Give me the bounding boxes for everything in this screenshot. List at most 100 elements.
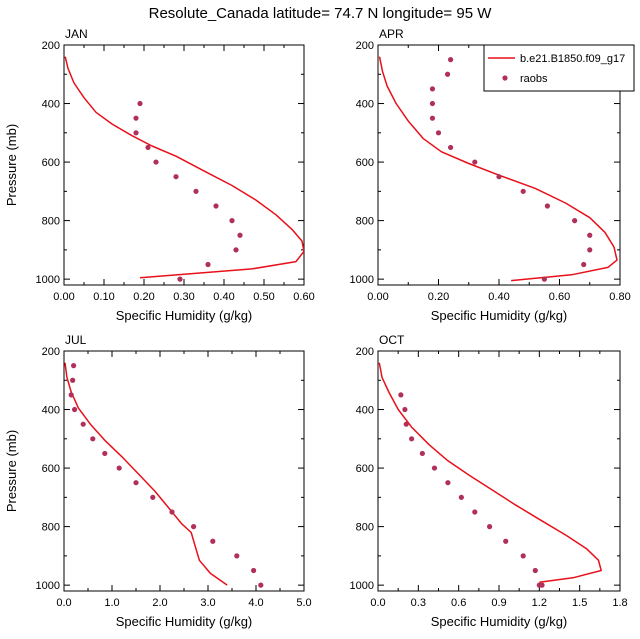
obs-point <box>205 261 211 268</box>
obs-point <box>520 188 526 194</box>
x-tick-label: 0.3 <box>411 597 426 609</box>
obs-point <box>445 480 451 486</box>
obs-point <box>173 174 179 180</box>
obs-point <box>435 130 442 136</box>
panel-title: APR <box>379 27 404 41</box>
panel-oct: OCT 0.0 0.3 0.6 0.9 1.2 1.5 1.8 200 400 600 800 1000… <box>350 333 628 629</box>
model-series-line <box>378 56 618 282</box>
legend-obs-label: raobs <box>520 73 548 85</box>
panel-title: JUL <box>65 333 87 347</box>
panel-title: JAN <box>65 27 88 41</box>
x-tick-label: 0.60 <box>549 291 570 303</box>
obs-point <box>133 115 139 121</box>
x-tick-label: 1.5 <box>572 597 587 609</box>
legend-model-label: b.e21.B1850.f09_g17 <box>520 53 625 65</box>
x-axis-label: Specific Humidity (g/kg) <box>431 614 568 629</box>
x-tick-label: 0.50 <box>253 291 274 303</box>
obs-point <box>448 144 454 151</box>
obs-point <box>137 100 143 107</box>
x-tick-label: 0.00 <box>367 291 388 303</box>
obs-point <box>581 261 587 268</box>
obs-point <box>472 159 478 165</box>
obs-point <box>503 538 509 544</box>
obs-point <box>251 567 257 574</box>
y-tick-label: 1000 <box>36 580 60 592</box>
x-tick-label: 1.8 <box>612 597 627 609</box>
obs-point <box>429 115 436 121</box>
obs-point <box>544 203 551 209</box>
y-tick-label: 1000 <box>36 274 60 286</box>
plot-frame <box>63 350 305 592</box>
panel-apr: APR 0.00 0.20 0.40 0.60 0.80 200 400 600 800 1000 S… <box>350 27 635 323</box>
x-tick-label: 4.0 <box>248 597 263 609</box>
obs-point <box>486 524 493 530</box>
obs-point <box>532 567 538 574</box>
obs-point <box>403 421 409 427</box>
x-tick-label: 0.0 <box>370 597 385 609</box>
x-tick-label: 0.80 <box>609 291 630 303</box>
model-series-line <box>64 362 228 586</box>
figure-title: Resolute_Canada latitude= 74.7 N longitu… <box>149 5 493 22</box>
obs-point <box>169 509 175 515</box>
obs-point <box>71 363 77 369</box>
obs-point <box>210 538 216 544</box>
obs-point <box>458 494 464 500</box>
y-tick-label: 200 <box>356 346 374 358</box>
x-tick-label: 0.10 <box>93 291 114 303</box>
obs-point <box>587 232 593 238</box>
y-tick-label: 600 <box>356 157 374 169</box>
y-tick-label: 800 <box>42 216 60 228</box>
obs-point <box>429 100 436 107</box>
obs-point <box>71 406 78 413</box>
x-tick-label: 0.6 <box>451 597 466 609</box>
obs-point <box>233 247 239 253</box>
y-tick-label: 200 <box>42 346 60 358</box>
obs-point <box>419 450 425 457</box>
plot-frame <box>377 350 621 592</box>
y-tick-label: 400 <box>356 99 374 111</box>
x-tick-label: 0.20 <box>428 291 449 303</box>
obs-point <box>234 553 240 559</box>
y-axis-label: Pressure (mb) <box>4 430 19 512</box>
y-tick-label: 800 <box>42 522 60 534</box>
y-tick-label: 200 <box>42 40 60 52</box>
y-tick-label: 800 <box>356 216 374 228</box>
x-tick-label: 0.40 <box>488 291 509 303</box>
y-tick-label: 1000 <box>350 580 374 592</box>
x-tick-label: 0.00 <box>53 291 74 303</box>
obs-point <box>213 203 219 209</box>
model-series-line <box>378 362 602 583</box>
x-tick-label: 0.40 <box>213 291 234 303</box>
obs-point <box>496 174 502 180</box>
y-tick-label: 400 <box>42 405 60 417</box>
obs-point <box>193 188 199 194</box>
obs-point <box>229 218 235 224</box>
x-tick-label: 1.0 <box>104 597 119 609</box>
obs-point <box>153 159 159 165</box>
obs-point <box>541 276 547 282</box>
x-tick-label: 3.0 <box>200 597 215 609</box>
obs-point <box>444 71 451 77</box>
obs-point <box>150 494 156 500</box>
obs-point <box>133 480 139 486</box>
x-axis-label: Specific Humidity (g/kg) <box>116 614 253 629</box>
obs-point <box>80 421 86 427</box>
y-tick-label: 600 <box>356 463 374 475</box>
y-tick-label: 600 <box>42 157 60 169</box>
obs-point <box>191 524 197 530</box>
x-tick-label: 0.60 <box>293 291 314 303</box>
obs-point <box>402 406 408 413</box>
obs-point <box>258 582 264 588</box>
obs-point <box>177 276 183 282</box>
y-tick-label: 1000 <box>350 274 374 286</box>
plot-frame <box>63 44 305 286</box>
y-tick-label: 200 <box>356 40 374 52</box>
model-series-line <box>64 56 304 279</box>
obs-point <box>237 232 243 238</box>
obs-point <box>472 509 478 515</box>
obs-point <box>520 553 526 559</box>
legend-obs-swatch <box>502 75 508 81</box>
x-tick-label: 0.30 <box>173 291 194 303</box>
y-tick-label: 800 <box>356 522 374 534</box>
